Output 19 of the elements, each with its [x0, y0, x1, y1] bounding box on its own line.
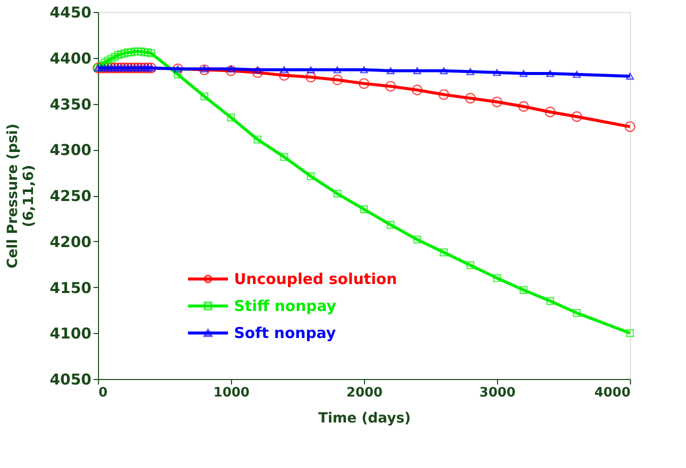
y-tick-label: 4250: [50, 187, 92, 205]
legend-label: Stiff nonpay: [234, 297, 337, 315]
y-axis-title: Cell Pressure (psi) (6,11,6): [4, 124, 37, 268]
y-tick-label: 4100: [50, 324, 92, 343]
y-tick-label: 4050: [50, 370, 92, 388]
x-tick-label: 4000: [594, 386, 630, 400]
y-tick-label: 4200: [50, 232, 92, 251]
x-tick-label: 0: [98, 386, 108, 400]
x-tick-label: 3000: [479, 386, 516, 400]
y-tick-label: 4450: [50, 4, 92, 22]
legend-label: Uncoupled solution: [234, 270, 398, 288]
x-tick-label: 2000: [346, 386, 383, 400]
x-axis-title: Time (days): [318, 410, 411, 426]
y-tick-label: 4400: [50, 49, 92, 68]
y-tick-label: 4350: [50, 95, 92, 114]
legend-label: Soft nonpay: [234, 324, 336, 342]
y-tick-label: 4300: [50, 141, 92, 160]
y-tick-label: 4150: [50, 278, 92, 297]
x-tick-label: 1000: [213, 386, 250, 400]
